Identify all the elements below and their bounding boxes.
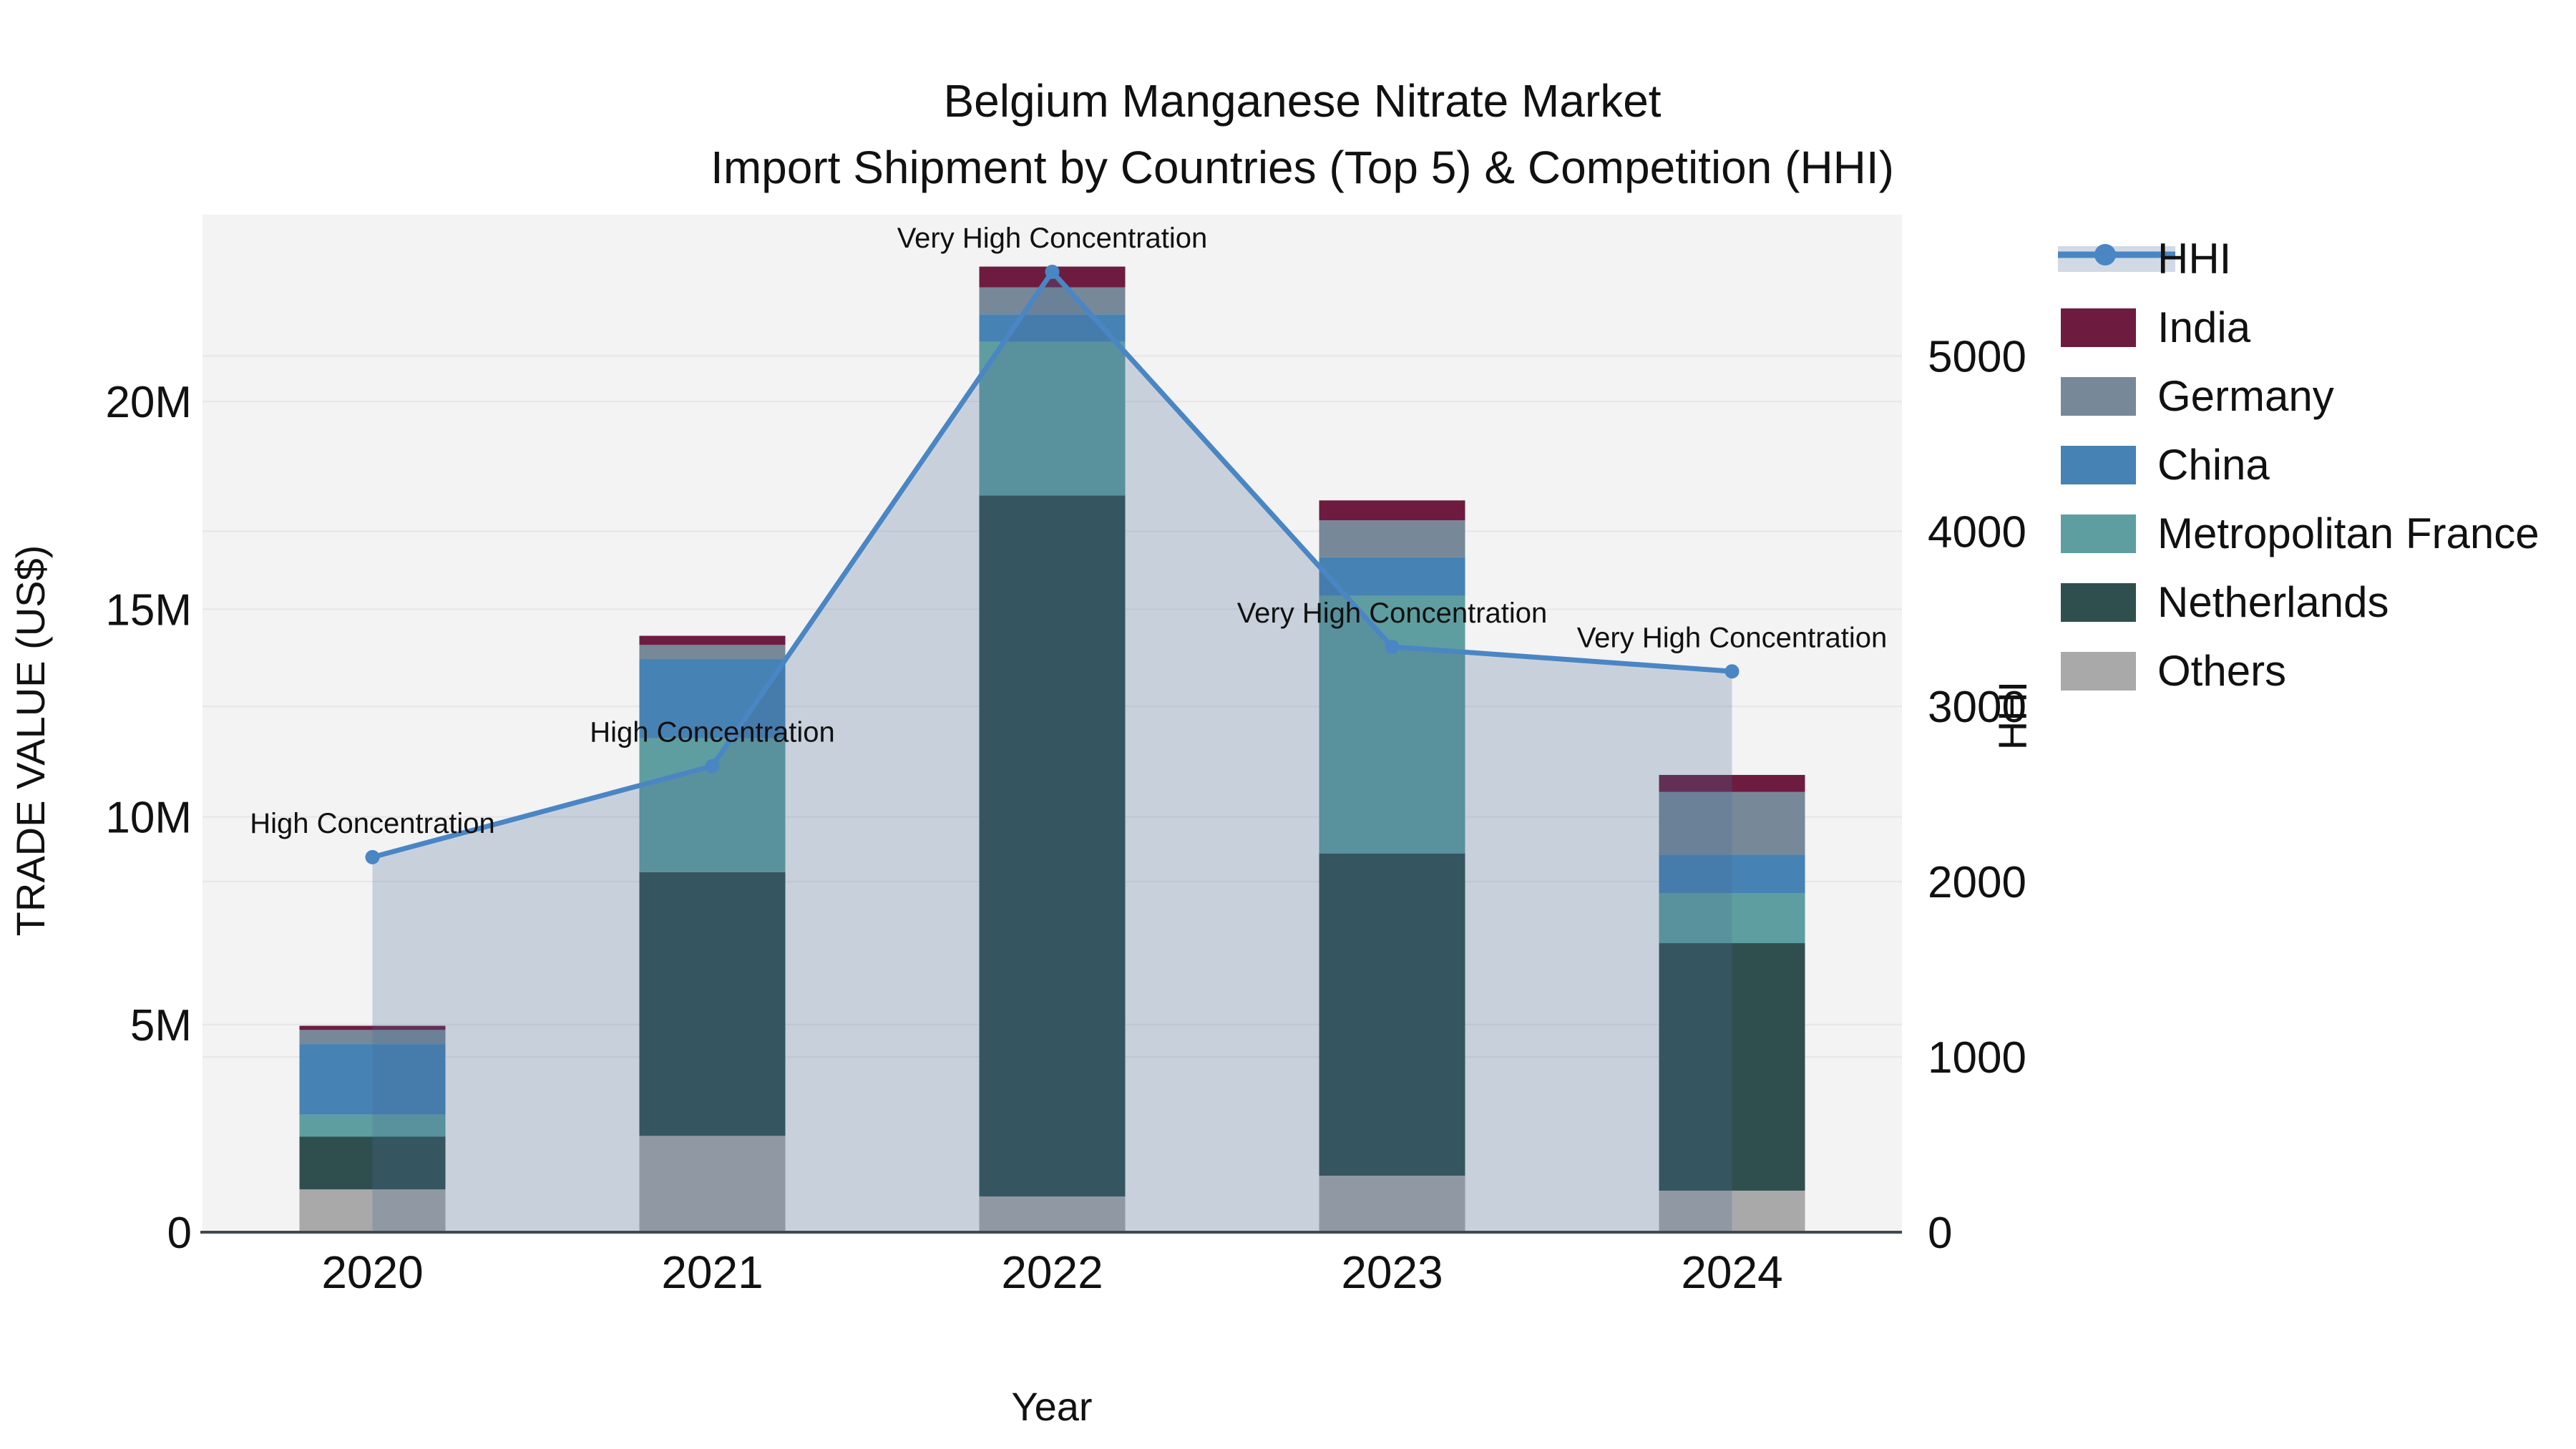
y-left-tick-10M: 10M xyxy=(105,794,192,843)
x-tick-2021: 2021 xyxy=(661,1246,763,1298)
hhi-marker-2023[interactable] xyxy=(1385,639,1400,654)
bar-segment-others-2023[interactable] xyxy=(1319,1176,1465,1232)
bar-2021 xyxy=(639,635,786,1232)
y-left-tick-0: 0 xyxy=(167,1209,192,1258)
legend-label: India xyxy=(2157,303,2251,351)
legend-item-metropolitan-france[interactable]: Metropolitan France xyxy=(2061,509,2540,557)
y-left-tick-20M: 20M xyxy=(105,378,192,427)
legend-swatch-netherlands xyxy=(2061,583,2136,622)
legend-label: HHI xyxy=(2157,235,2231,283)
y-right-tick-0: 0 xyxy=(1928,1209,1952,1258)
bar-2024 xyxy=(1659,774,1805,1232)
bar-segment-metropolitan-france-2022[interactable] xyxy=(979,341,1126,496)
y-right-tick-5000: 5000 xyxy=(1928,332,2026,381)
legend-item-germany[interactable]: Germany xyxy=(2061,372,2334,420)
legend-item-india[interactable]: India xyxy=(2061,303,2251,351)
bar-segment-others-2024[interactable] xyxy=(1659,1190,1805,1232)
legend-item-hhi[interactable]: HHI xyxy=(2058,235,2231,283)
bar-segment-others-2020[interactable] xyxy=(299,1189,446,1232)
bar-segment-others-2022[interactable] xyxy=(979,1196,1126,1232)
hhi-legend-fill-sample xyxy=(2058,246,2175,272)
annotation-2023: Very High Concentration xyxy=(1237,597,1548,629)
hhi-marker-2020[interactable] xyxy=(365,849,380,864)
legend: HHI India Germany China Metropolitan France N… xyxy=(2058,235,2540,695)
bar-segment-india-2021[interactable] xyxy=(639,635,786,645)
bar-segment-netherlands-2023[interactable] xyxy=(1319,853,1465,1176)
bar-segment-india-2020[interactable] xyxy=(299,1025,446,1030)
annotation-2022: Very High Concentration xyxy=(897,223,1208,254)
y-left-tick-15M: 15M xyxy=(105,585,192,635)
y-right-axis-title: HHI xyxy=(1990,681,2035,750)
legend-swatch-germany xyxy=(2061,377,2136,416)
legend-label: China xyxy=(2157,441,2270,489)
bar-segment-germany-2024[interactable] xyxy=(1659,791,1805,855)
bar-segment-germany-2021[interactable] xyxy=(639,645,786,660)
bar-segment-netherlands-2021[interactable] xyxy=(639,872,786,1136)
legend-label: Netherlands xyxy=(2157,578,2389,626)
annotation-2024: Very High Concentration xyxy=(1577,622,1888,653)
hhi-marker-2022[interactable] xyxy=(1045,264,1060,279)
legend-item-others[interactable]: Others xyxy=(2061,647,2286,695)
bar-segment-china-2024[interactable] xyxy=(1659,854,1805,894)
bar-segment-others-2021[interactable] xyxy=(639,1136,786,1232)
y-left-tick-5M: 5M xyxy=(130,1001,192,1050)
annotation-2020: High Concentration xyxy=(250,808,494,839)
chart-title-line2: Import Shipment by Countries (Top 5) & C… xyxy=(711,142,1894,193)
bar-segment-netherlands-2022[interactable] xyxy=(979,495,1126,1197)
y-right-tick-4000: 4000 xyxy=(1928,507,2026,557)
bar-segment-metropolitan-france-2024[interactable] xyxy=(1659,893,1805,944)
legend-label: Others xyxy=(2157,647,2286,695)
legend-item-china[interactable]: China xyxy=(2061,441,2270,489)
legend-item-netherlands[interactable]: Netherlands xyxy=(2061,578,2389,626)
bar-segment-india-2023[interactable] xyxy=(1319,500,1465,521)
plot-area: High Concentration High Concentration Very… xyxy=(105,215,2026,1298)
x-tick-2020: 2020 xyxy=(321,1246,423,1298)
chart-title-line1: Belgium Manganese Nitrate Market xyxy=(943,75,1661,127)
bar-segment-metropolitan-france-2023[interactable] xyxy=(1319,595,1465,854)
hhi-marker-2024[interactable] xyxy=(1724,664,1740,679)
y-right-tick-2000: 2000 xyxy=(1928,858,2026,907)
bar-segment-germany-2023[interactable] xyxy=(1319,520,1465,557)
bar-segment-netherlands-2020[interactable] xyxy=(299,1136,446,1190)
bar-2020 xyxy=(299,1025,446,1232)
hhi-marker-2021[interactable] xyxy=(705,758,720,774)
y-right-tick-3000: 3000 xyxy=(1928,683,2026,732)
hhi-area-fill xyxy=(372,271,1732,1232)
x-axis-title: Year xyxy=(1011,1384,1092,1429)
x-tick-2022: 2022 xyxy=(1001,1246,1103,1298)
legend-label: Metropolitan France xyxy=(2157,509,2540,557)
y-left-axis-title: TRADE VALUE (US$) xyxy=(8,545,53,937)
legend-swatch-metropolitan-france xyxy=(2061,514,2136,553)
y-right-tick-1000: 1000 xyxy=(1928,1033,2026,1083)
legend-swatch-india xyxy=(2061,308,2136,347)
hhi-legend-marker-icon xyxy=(2094,244,2116,265)
x-tick-2023: 2023 xyxy=(1341,1246,1443,1298)
legend-label: Germany xyxy=(2157,372,2334,420)
x-tick-2024: 2024 xyxy=(1681,1246,1782,1298)
bar-segment-india-2024[interactable] xyxy=(1659,774,1805,792)
legend-swatch-others xyxy=(2061,652,2136,691)
bar-segment-germany-2020[interactable] xyxy=(299,1030,446,1045)
bar-segment-netherlands-2024[interactable] xyxy=(1659,943,1805,1191)
bar-segment-metropolitan-france-2020[interactable] xyxy=(299,1114,446,1137)
bar-2023 xyxy=(1319,500,1465,1232)
bar-2022 xyxy=(979,266,1126,1232)
annotation-2021: High Concentration xyxy=(590,717,834,748)
bar-segment-china-2020[interactable] xyxy=(299,1044,446,1115)
legend-swatch-china xyxy=(2061,446,2136,484)
bar-segment-germany-2022[interactable] xyxy=(979,287,1126,315)
